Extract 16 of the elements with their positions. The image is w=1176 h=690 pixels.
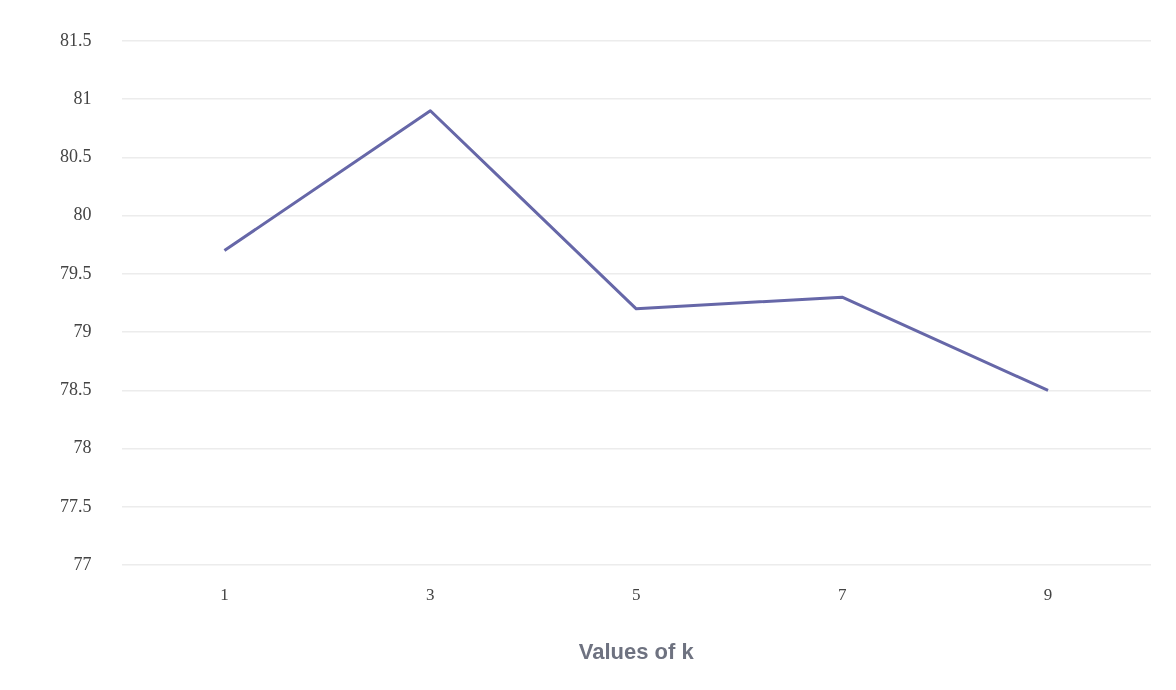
x-tick-label: 7 (837, 584, 847, 604)
y-tick-label: 77 (73, 553, 92, 574)
y-tick-label: 81.5 (60, 29, 92, 50)
y-tick-label: 81 (73, 87, 92, 108)
y-tick-label: 79 (73, 320, 92, 341)
y-tick-label: 78 (73, 437, 92, 458)
x-tick-label: 3 (426, 584, 435, 604)
x-tick-label: 1 (220, 584, 229, 604)
y-tick-label: 80.5 (60, 146, 92, 167)
x-tick-label: 5 (632, 584, 641, 604)
x-tick-label: 9 (1043, 584, 1053, 604)
y-tick-label: 79.5 (60, 262, 92, 283)
x-axis-title: Values of k (578, 638, 695, 664)
y-tick-label: 77.5 (60, 495, 92, 516)
y-tick-label: 80 (73, 204, 92, 225)
y-tick-label: 78.5 (60, 379, 92, 400)
